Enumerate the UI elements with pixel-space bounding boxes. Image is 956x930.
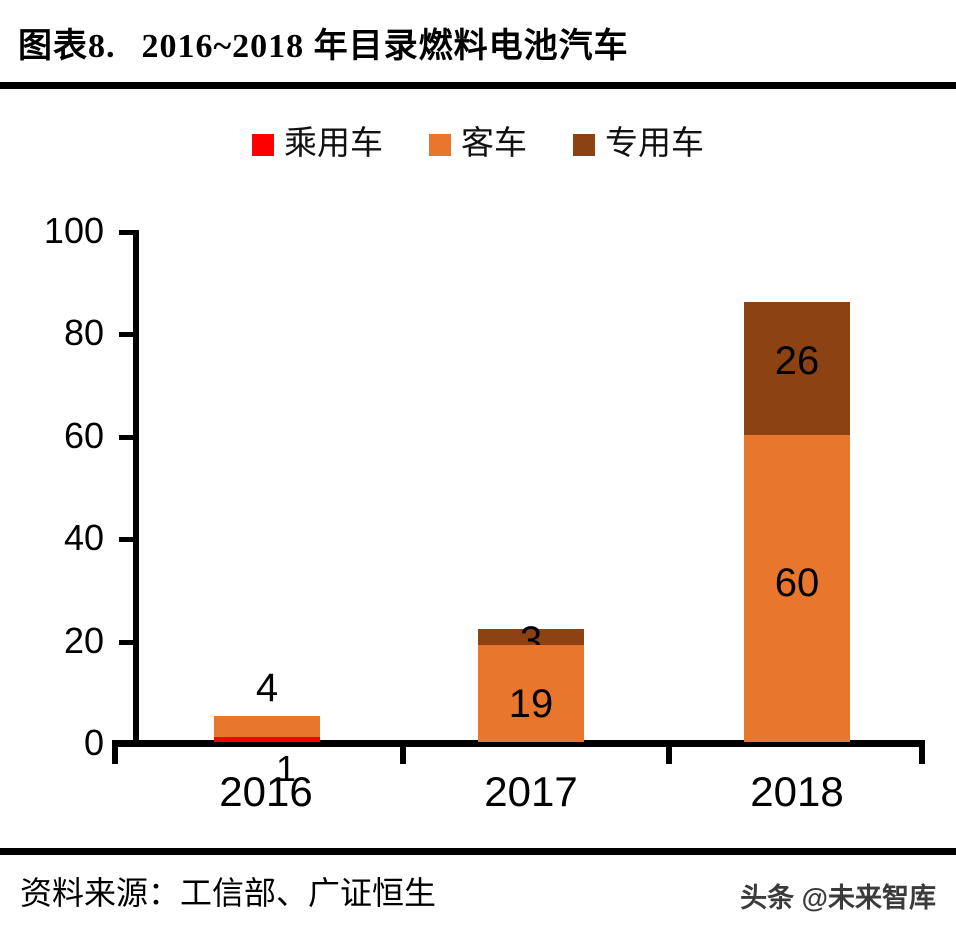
y-tick-100 [119,230,135,235]
bar-label-2017-bus: 19 [508,681,554,726]
x-axis-label-2016: 2016 [219,768,313,815]
figure-number: 图表8. [18,28,116,65]
bar-column-2017[interactable]: 3 19 [478,621,584,742]
legend-swatch-passenger-icon [252,133,274,156]
x-axis-line [112,740,925,747]
bar-segment-2017-bus[interactable]: 19 [478,645,584,742]
page-title: 图表8. 2016~2018 年目录燃料电池汽车 [18,18,629,67]
legend-swatch-special-icon [573,133,595,156]
y-tick-label-0: 0 [83,722,104,763]
bar-column-2018[interactable]: 26 60 [744,302,850,742]
bar-label-2016-bus: 4 [255,666,279,710]
x-axis-label-2017: 2017 [484,768,578,815]
y-tick-40 [119,537,135,542]
header-divider [0,82,956,89]
y-axis-line [133,230,139,745]
legend-item-special[interactable]: 专用车 [573,128,704,161]
x-tick-3 [919,747,925,764]
chart-legend: 乘用车 客车 专用车 [0,128,956,161]
x-tick-1 [400,747,406,764]
legend-item-bus[interactable]: 客车 [429,128,527,161]
legend-item-passenger[interactable]: 乘用车 [252,128,383,161]
y-tick-80 [119,332,135,337]
bar-segment-2017-special[interactable]: 3 [478,621,584,661]
x-axis-label-2018: 2018 [750,768,844,815]
y-tick-label-100: 100 [43,210,104,251]
y-tick-0 [119,740,135,747]
y-tick-label-60: 60 [63,415,104,456]
legend-label-bus: 客车 [461,126,527,162]
y-tick-60 [119,435,135,440]
bar-segment-2018-bus[interactable]: 60 [744,435,850,742]
bar-label-2018-special: 26 [774,338,820,383]
legend-label-special: 专用车 [605,126,704,162]
watermark: 头条 @未来智库 [740,883,936,913]
source-note: 资料来源：工信部、广证恒生 [20,875,437,911]
x-tick-2 [666,747,672,764]
bar-column-2016[interactable]: 4 1 [214,668,320,787]
bar-label-2018-bus: 60 [774,560,820,605]
figure-title-text: 2016~2018 年目录燃料电池汽车 [141,28,629,65]
legend-swatch-bus-icon [429,133,451,156]
bar-segment-2016-bus[interactable]: 4 [214,668,320,737]
y-tick-20 [119,640,135,645]
x-tick-0 [112,747,118,764]
legend-label-passenger: 乘用车 [284,126,383,162]
y-tick-label-40: 40 [63,517,104,558]
bar-label-2016-passenger: 1 [276,748,297,789]
bar-segment-2018-special[interactable]: 26 [744,302,850,435]
footer-divider [0,848,956,855]
y-tick-label-20: 20 [63,620,104,661]
chart-plot-area: 100 80 60 40 20 0 4 1 3 19 26 60 [0,190,956,815]
y-tick-label-80: 80 [63,312,104,353]
bar-segment-2016-passenger[interactable]: 1 [214,737,320,787]
